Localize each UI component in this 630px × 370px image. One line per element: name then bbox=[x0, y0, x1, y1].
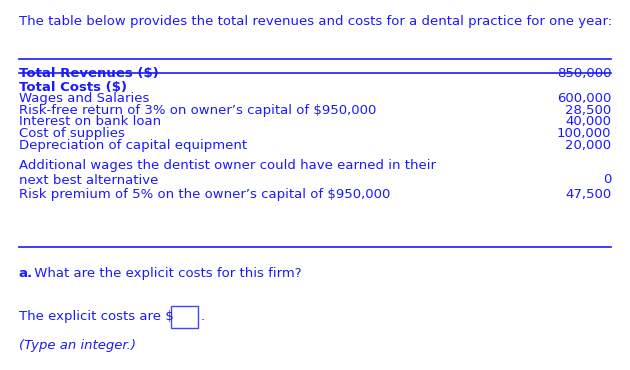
Text: 600,000: 600,000 bbox=[557, 92, 611, 105]
Text: Cost of supplies: Cost of supplies bbox=[19, 127, 125, 140]
Text: 28,500: 28,500 bbox=[565, 104, 611, 117]
Text: The table below provides the total revenues and costs for a dental practice for : The table below provides the total reven… bbox=[19, 14, 612, 28]
Text: .: . bbox=[200, 310, 204, 323]
Text: 40,000: 40,000 bbox=[565, 115, 611, 128]
Text: What are the explicit costs for this firm?: What are the explicit costs for this fir… bbox=[30, 266, 301, 280]
Text: a.: a. bbox=[19, 266, 33, 280]
Text: Risk-free return of 3% on owner’s capital of $950,000: Risk-free return of 3% on owner’s capita… bbox=[19, 104, 376, 117]
Text: Wages and Salaries: Wages and Salaries bbox=[19, 92, 149, 105]
Text: 47,500: 47,500 bbox=[565, 188, 611, 201]
Text: Risk premium of 5% on the owner’s capital of $950,000: Risk premium of 5% on the owner’s capita… bbox=[19, 188, 390, 201]
Text: Total Costs ($): Total Costs ($) bbox=[19, 81, 127, 94]
Text: Interest on bank loan: Interest on bank loan bbox=[19, 115, 161, 128]
Text: 20,000: 20,000 bbox=[565, 139, 611, 152]
Text: (Type an integer.): (Type an integer.) bbox=[19, 339, 135, 352]
Text: Depreciation of capital equipment: Depreciation of capital equipment bbox=[19, 139, 247, 152]
Text: 850,000: 850,000 bbox=[557, 67, 611, 80]
Text: The explicit costs are $: The explicit costs are $ bbox=[19, 310, 173, 323]
Text: Total Revenues ($): Total Revenues ($) bbox=[19, 67, 158, 80]
Text: Additional wages the dentist owner could have earned in their
next best alternat: Additional wages the dentist owner could… bbox=[19, 159, 436, 187]
FancyBboxPatch shape bbox=[171, 306, 198, 328]
Text: 0: 0 bbox=[603, 173, 611, 186]
Text: 100,000: 100,000 bbox=[557, 127, 611, 140]
